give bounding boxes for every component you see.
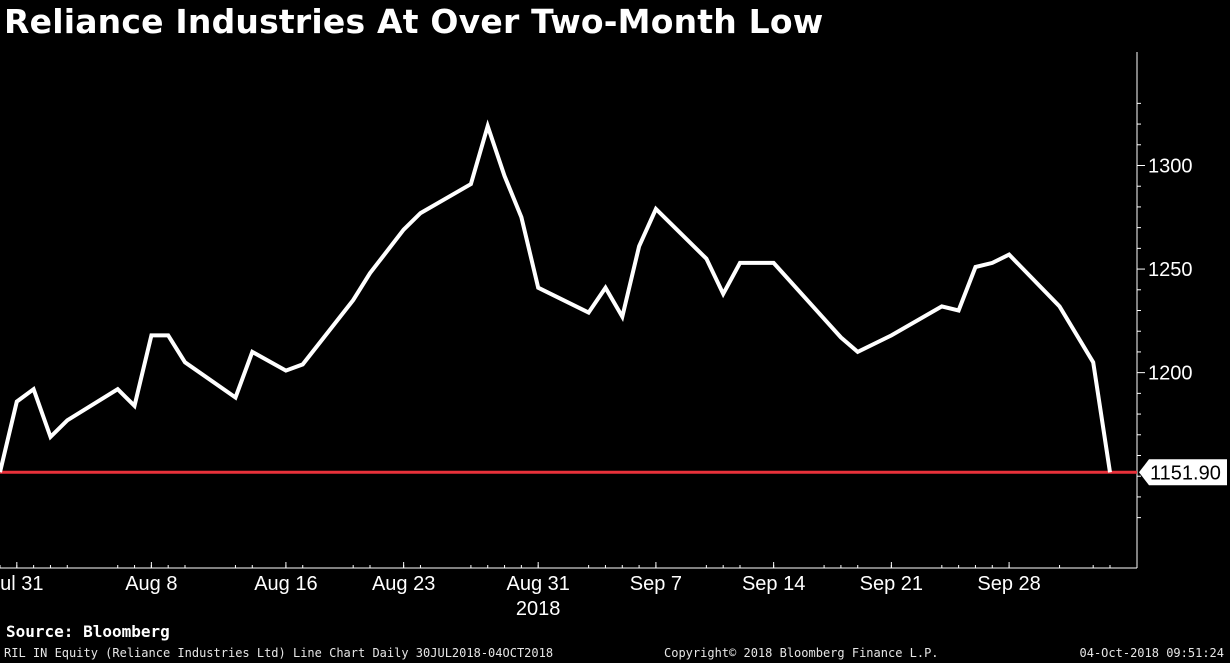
x-year-label: 2018 — [516, 598, 561, 620]
x-tick-label: Sep 21 — [860, 573, 923, 595]
x-tick-label: Sep 28 — [977, 573, 1040, 595]
price-series-line — [0, 119, 1112, 473]
footer-copyright: Copyright© 2018 Bloomberg Finance L.P. — [664, 646, 939, 660]
x-tick-label: Sep 14 — [742, 573, 805, 595]
line-chart: 1200 1250 1300 Jul 31 Aug 8 Aug 16 Aug 23 Aug 3… — [0, 52, 1227, 620]
x-tick-label: Sep 7 — [630, 573, 682, 595]
axis-ticks: 1200 1250 1300 Jul 31 Aug 8 Aug 16 Aug 23 Aug 3… — [0, 102, 1193, 620]
y-tick-label: 1250 — [1148, 259, 1193, 281]
y-tick-label: 1300 — [1148, 156, 1193, 178]
x-tick-label: Aug 8 — [125, 573, 177, 595]
y-tick-label: 1200 — [1148, 363, 1193, 385]
x-tick-label: Aug 23 — [372, 573, 435, 595]
last-price-tag-box — [1139, 459, 1227, 486]
source-note: Source: Bloomberg — [6, 622, 170, 641]
footer-timestamp: 04-Oct-2018 09:51:24 — [1079, 646, 1225, 660]
last-price-tag: 1151.90 — [1139, 459, 1227, 486]
footer-description: RIL IN Equity (Reliance Industries Ltd) … — [4, 646, 554, 660]
x-tick-label: Aug 31 — [506, 573, 569, 595]
x-tick-label: Jul 31 — [0, 573, 44, 595]
x-tick-label: Aug 16 — [254, 573, 317, 595]
chart-title: Reliance Industries At Over Two-Month Lo… — [4, 2, 824, 41]
last-price-label: 1151.90 — [1150, 462, 1221, 484]
